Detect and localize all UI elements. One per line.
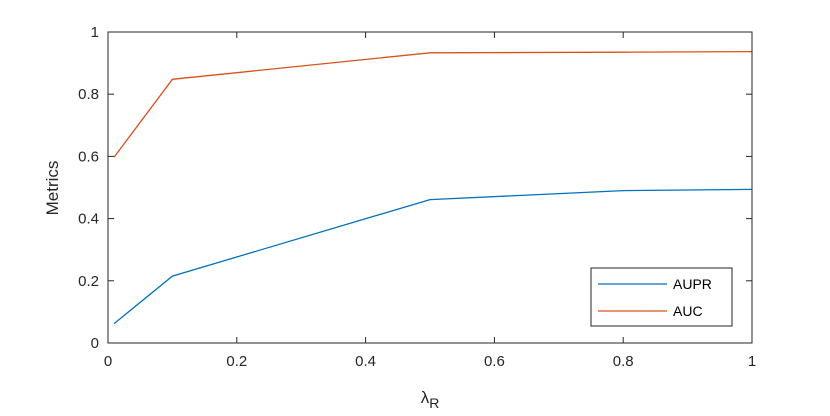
data-point-aupr (429, 199, 431, 201)
axes-box (107, 31, 753, 344)
y-tick-label: 0.6 (78, 148, 99, 165)
x-tick-label: 0.4 (355, 353, 376, 370)
x-tick-label: 0.8 (613, 353, 634, 370)
x-tick-label: 1 (748, 353, 756, 370)
x-axis-title: λR (421, 388, 440, 411)
data-point-aupr (171, 275, 173, 277)
y-axis-title: Metrics (43, 161, 62, 216)
axes (107, 31, 753, 344)
tick-labels: 0 0.2 0.4 0.6 0.8 1 0 0.2 0.4 0.6 0.8 1 (78, 24, 756, 370)
y-tick-label: 0.2 (78, 273, 99, 290)
legend-box (590, 267, 733, 327)
legend-label-aupr: AUPR (673, 276, 712, 292)
x-axis-title-symbol: λ (421, 388, 430, 407)
legend-label-auc: AUC (673, 303, 703, 319)
data-point-auc (171, 78, 173, 80)
data-point-aupr (113, 322, 115, 324)
data-point-auc (113, 156, 115, 158)
data-point-auc (622, 51, 624, 53)
x-axis-title-subscript: R (429, 395, 439, 411)
x-tick-label: 0 (104, 353, 112, 370)
y-tick-label: 0 (91, 335, 99, 352)
data-point-aupr (622, 190, 624, 192)
x-tick-label: 0.2 (226, 353, 247, 370)
data-point-auc (429, 52, 431, 54)
legend: AUPR AUC (590, 267, 733, 327)
y-tick-label: 1 (91, 24, 99, 41)
y-tick-label: 0.8 (78, 86, 99, 103)
x-tick-label: 0.6 (484, 353, 505, 370)
y-tick-label: 0.4 (78, 211, 99, 228)
